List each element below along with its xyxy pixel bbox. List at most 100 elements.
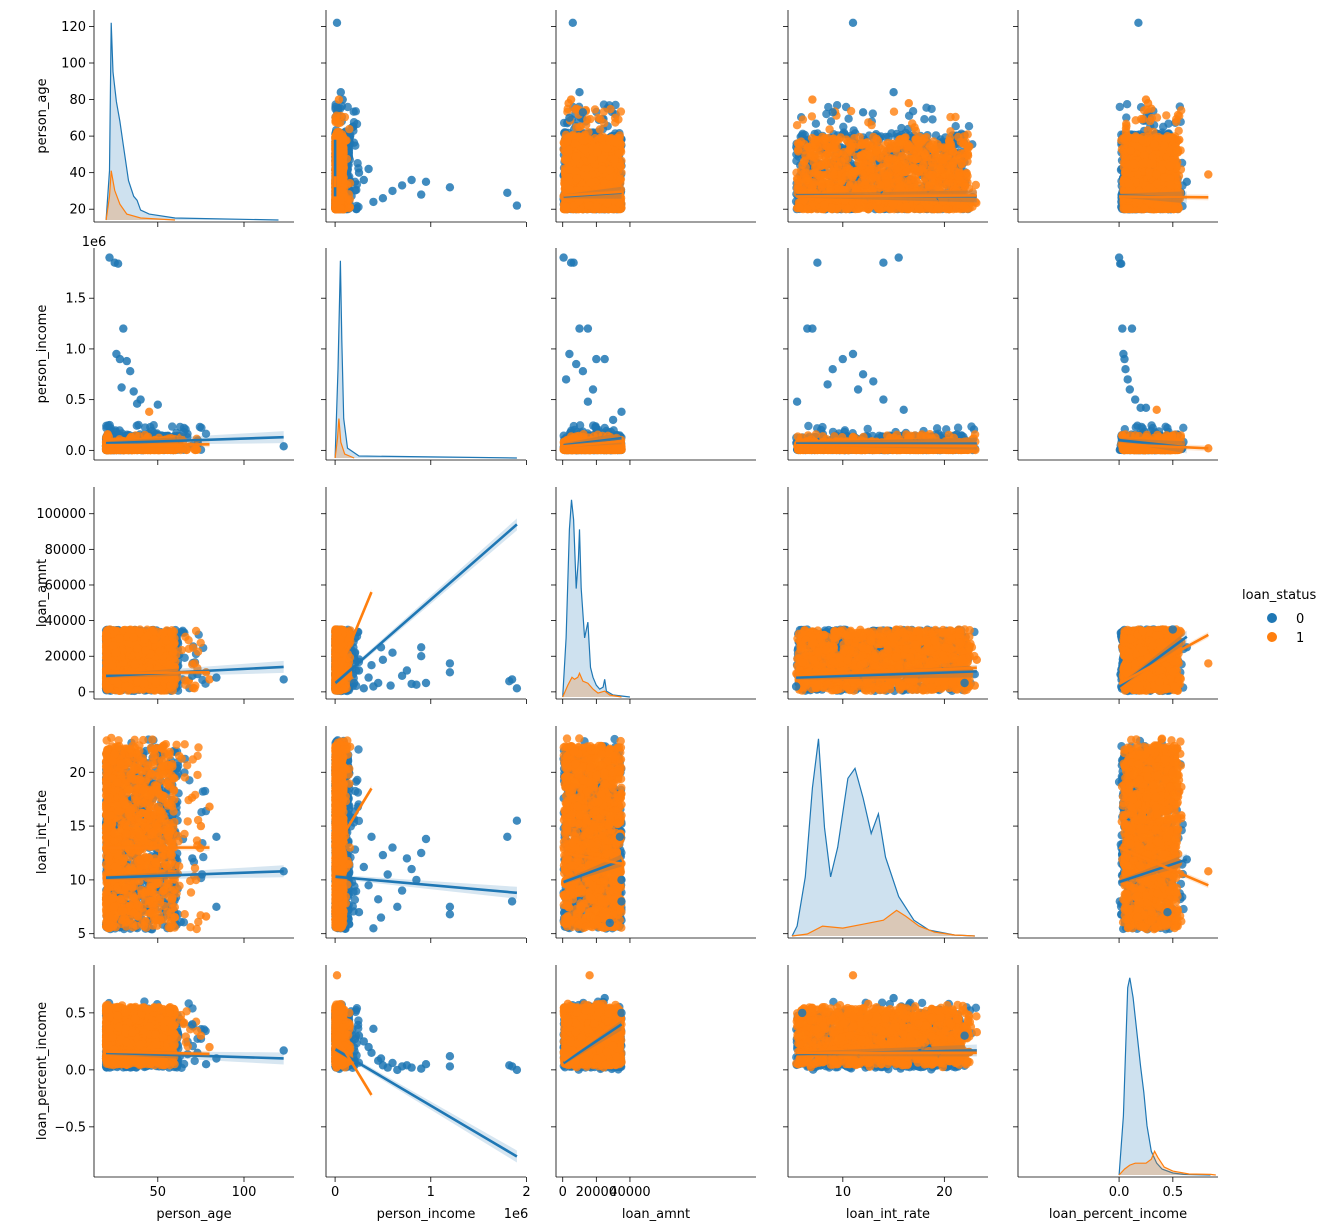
scatter-point bbox=[951, 122, 960, 131]
scatter-point bbox=[560, 155, 570, 165]
scatter-point bbox=[560, 180, 570, 190]
scatter-point bbox=[572, 174, 582, 183]
scatter-point bbox=[575, 123, 584, 132]
outlier-point bbox=[572, 104, 581, 113]
scatter-point bbox=[335, 163, 344, 172]
outlier-point bbox=[568, 18, 577, 27]
scatter-point bbox=[868, 109, 877, 118]
scatter-point bbox=[334, 156, 344, 165]
panel-loan_amnt-vs-person_age bbox=[551, 10, 756, 227]
outlier-point bbox=[364, 164, 373, 174]
scatter-points-1 bbox=[792, 106, 981, 214]
scatter-point bbox=[586, 114, 595, 124]
scatter-point bbox=[570, 139, 580, 148]
outlier-point bbox=[397, 181, 407, 190]
outlier-point bbox=[378, 194, 388, 203]
scatter-point bbox=[832, 101, 842, 110]
scatter-point bbox=[597, 155, 607, 164]
outlier-point bbox=[575, 88, 584, 97]
y-tick-label: 80 bbox=[69, 93, 86, 108]
scatter-point bbox=[592, 148, 602, 157]
outlier-point bbox=[565, 113, 574, 123]
outlier-point bbox=[359, 175, 368, 185]
scatter-point bbox=[920, 115, 929, 124]
scatter-point bbox=[565, 165, 574, 174]
scatter-point bbox=[598, 165, 607, 174]
scatter-point bbox=[331, 193, 340, 202]
scatter-point bbox=[605, 172, 614, 181]
scatter-point bbox=[571, 167, 581, 177]
scatter-point bbox=[561, 130, 571, 139]
outlier-point bbox=[417, 190, 426, 199]
scatter-point bbox=[584, 200, 593, 210]
scatter-point bbox=[571, 152, 581, 162]
scatter-point bbox=[336, 204, 345, 213]
scatter-point bbox=[349, 118, 359, 127]
scatter-point bbox=[586, 178, 596, 187]
scatter-point bbox=[927, 104, 936, 114]
scatter-point bbox=[616, 107, 626, 116]
scatter-point bbox=[908, 107, 918, 116]
scatter-point bbox=[345, 124, 354, 134]
scatter-point bbox=[964, 122, 974, 131]
plot-area bbox=[559, 18, 626, 214]
scatter-point bbox=[826, 117, 836, 126]
scatter-point bbox=[564, 145, 573, 155]
outlier-point bbox=[336, 88, 345, 97]
outlier-point bbox=[388, 186, 397, 196]
scatter-point bbox=[580, 145, 590, 155]
scatter-point bbox=[340, 112, 350, 122]
panel-loan_int_rate-vs-person_age bbox=[783, 10, 988, 227]
scatter-point bbox=[581, 194, 591, 203]
scatter-point bbox=[822, 109, 831, 119]
scatter-point bbox=[617, 168, 626, 177]
scatter-point bbox=[603, 199, 612, 208]
kde-fill-1 bbox=[106, 170, 175, 220]
outlier-point bbox=[332, 18, 342, 27]
kde-line-0 bbox=[105, 22, 279, 221]
scatter-point bbox=[587, 155, 596, 164]
scatter-points-1 bbox=[559, 104, 626, 214]
scatter-point bbox=[606, 104, 615, 114]
scatter-point bbox=[337, 101, 347, 111]
plot-area bbox=[105, 22, 279, 221]
scatter-point bbox=[596, 115, 605, 124]
regression-line-1 bbox=[563, 190, 622, 197]
scatter-point bbox=[928, 115, 937, 124]
scatter-point bbox=[616, 162, 626, 171]
outlier-point bbox=[334, 95, 344, 104]
scatter-point bbox=[610, 155, 619, 164]
kde-line-1 bbox=[105, 170, 176, 221]
outlier-point bbox=[354, 168, 364, 177]
y-tick-label: 60 bbox=[69, 130, 86, 145]
scatter-point bbox=[614, 115, 623, 124]
y-tick-label: 100 bbox=[61, 57, 86, 72]
scatter-point bbox=[331, 117, 340, 127]
scatter-point bbox=[605, 165, 614, 175]
pairplot-grid: 20406080100120person_age0.00.51.01.5pers… bbox=[35, 10, 1218, 1222]
scatter-point bbox=[352, 180, 362, 189]
scatter-point bbox=[596, 184, 605, 194]
scatter-point bbox=[887, 129, 896, 138]
scatter-point bbox=[595, 133, 605, 143]
outlier-point bbox=[503, 188, 512, 197]
scatter-point bbox=[610, 137, 620, 147]
y-tick-label: 120 bbox=[61, 20, 86, 35]
outlier-point bbox=[564, 99, 573, 108]
scatter-point bbox=[616, 175, 626, 184]
scatter-point bbox=[574, 197, 584, 206]
scatter-point bbox=[617, 199, 626, 209]
scatter-point bbox=[599, 107, 609, 116]
scatter-point bbox=[561, 202, 570, 212]
y-tick-label: 20 bbox=[69, 203, 86, 218]
scatter-point bbox=[334, 149, 344, 158]
outlier-point bbox=[369, 197, 378, 207]
y-axis-title: person_age bbox=[35, 78, 50, 153]
panel-person_income-vs-person_age bbox=[321, 10, 527, 227]
kde-fill-0 bbox=[106, 22, 279, 220]
scatter-point bbox=[605, 182, 614, 191]
scatter-point bbox=[352, 204, 361, 213]
scatter-point bbox=[345, 202, 354, 212]
